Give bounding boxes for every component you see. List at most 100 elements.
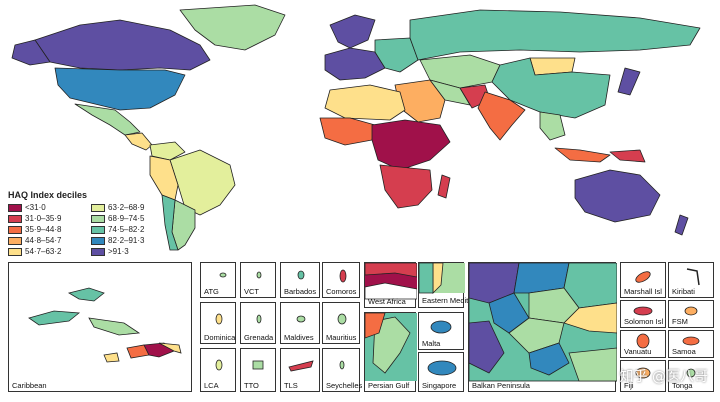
legend-label: 31·0–35·9 <box>25 214 62 223</box>
watermark: 知乎 @医八哥 <box>619 369 708 385</box>
inset-tls: TLS <box>280 348 320 392</box>
inset-label-samoa: Samoa <box>672 347 696 356</box>
inset-label-tonga: Tonga <box>672 381 693 390</box>
legend-label: >91·3 <box>108 247 129 256</box>
legend-item: <31·0 <box>8 203 85 212</box>
region-alaska <box>11 39 51 66</box>
inset-label-fiji: Fiji <box>624 381 634 390</box>
legend-item: 44·8–54·7 <box>8 236 85 245</box>
inset-grenada: Grenada <box>240 302 276 344</box>
region-chile <box>161 194 179 251</box>
region-usa <box>54 67 186 111</box>
legend-swatch <box>8 236 22 245</box>
region-china <box>491 57 611 119</box>
inset-vct: VCT <box>240 262 276 298</box>
region-west-africa <box>319 117 376 146</box>
inset-comoros: Comoros <box>322 262 360 298</box>
legend-swatch <box>91 203 105 212</box>
legend-label: 63·2–68·9 <box>108 203 145 212</box>
inset-label-seychelles: Seychelles <box>326 381 363 390</box>
legend-label: 74·5–82·2 <box>108 225 145 234</box>
legend-label: <31·0 <box>25 203 46 212</box>
inset-vanuatu: Vanuatu <box>620 330 666 358</box>
inset-label-dominica: Dominica <box>204 333 236 342</box>
inset-label-vct: VCT <box>244 287 259 296</box>
inset-lca: LCA <box>200 348 236 392</box>
inset-marshall: Marshall Isl <box>620 262 666 298</box>
region-russia <box>409 9 701 61</box>
world-map <box>11 4 701 251</box>
region-japan <box>617 67 641 96</box>
inset-label-singapore: Singapore <box>422 381 457 390</box>
inset-atg: ATG <box>200 262 236 298</box>
inset-label-balkan: Balkan Peninsula <box>472 381 530 390</box>
legend: HAQ Index deciles <31·0 63·2–68·9 31·0–35·… <box>8 190 168 256</box>
legend-item: 68·9–74·5 <box>91 214 168 223</box>
region-southeast-asia <box>539 111 566 141</box>
legend-swatch <box>8 214 22 223</box>
region-central-africa <box>371 119 451 171</box>
inset-label-solomon: Solomon Isl <box>624 317 664 326</box>
legend-grid: <31·0 63·2–68·9 31·0–35·9 68·9–74·5 35·9–44·… <box>8 203 168 256</box>
inset-tonga: Tonga <box>668 360 714 392</box>
inset-label-maldives: Maldives <box>284 333 314 342</box>
region-north-africa <box>324 84 406 121</box>
inset-fiji: Fiji <box>620 360 666 392</box>
region-india <box>477 91 526 141</box>
region-central-america <box>124 132 153 151</box>
region-png <box>609 149 646 163</box>
inset-label-grenada: Grenada <box>244 333 274 342</box>
legend-swatch <box>8 247 22 256</box>
inset-label-eastern-med: Eastern Mediterranean <box>422 296 499 305</box>
legend-label: 35·9–44·8 <box>25 225 62 234</box>
inset-label-vanuatu: Vanuatu <box>624 347 652 356</box>
inset-tto: TTO <box>240 348 276 392</box>
legend-label: 54·7–63·2 <box>25 247 62 256</box>
inset-eastern-med: Eastern Mediterranean <box>418 262 498 308</box>
caribbean-map <box>28 287 182 363</box>
legend-item: 82·2–91·3 <box>91 236 168 245</box>
inset-mauritius: Mauritius <box>322 302 360 344</box>
inset-balkan: Balkan Peninsula <box>468 262 617 392</box>
legend-item: 74·5–82·2 <box>91 225 168 234</box>
region-mexico <box>74 103 141 136</box>
legend-item: >91·3 <box>91 247 168 256</box>
inset-caribbean: Caribbean <box>8 262 192 392</box>
region-canada <box>34 19 211 71</box>
inset-label-kiribati: Kiribati <box>672 287 695 296</box>
inset-label-caribbean: Caribbean <box>12 381 47 390</box>
inset-label-malta: Malta <box>422 339 441 348</box>
inset-label-tto: TTO <box>244 381 259 390</box>
region-brazil <box>169 149 236 216</box>
inset-solomon: Solomon Isl <box>620 300 666 328</box>
region-venezuela <box>149 141 186 161</box>
inset-label-mauritius: Mauritius <box>326 333 357 342</box>
inset-label-persian-gulf: Persian Gulf <box>368 381 410 390</box>
legend-label: 68·9–74·5 <box>108 214 145 223</box>
inset-malta: Malta <box>418 312 464 350</box>
legend-item: 63·2–68·9 <box>91 203 168 212</box>
inset-label-barbados: Barbados <box>284 287 317 296</box>
inset-label-lca: LCA <box>204 381 219 390</box>
region-greenland <box>179 4 286 51</box>
legend-item: 35·9–44·8 <box>8 225 85 234</box>
inset-maldives: Maldives <box>280 302 320 344</box>
region-new-zealand <box>674 214 689 236</box>
inset-fsm: FSM <box>668 300 714 328</box>
region-western-europe <box>324 47 386 81</box>
inset-kiribati: Kiribati <box>668 262 714 298</box>
inset-samoa: Samoa <box>668 330 714 358</box>
region-indonesia <box>554 147 611 163</box>
legend-swatch <box>91 236 105 245</box>
inset-label-tls: TLS <box>284 381 298 390</box>
inset-label-atg: ATG <box>204 287 219 296</box>
legend-item: 54·7–63·2 <box>8 247 85 256</box>
inset-dominica: Dominica <box>200 302 236 344</box>
legend-label: 44·8–54·7 <box>25 236 62 245</box>
legend-item: 31·0–35·9 <box>8 214 85 223</box>
legend-label: 82·2–91·3 <box>108 236 145 245</box>
legend-swatch <box>91 225 105 234</box>
legend-title: HAQ Index deciles <box>8 190 88 200</box>
legend-swatch <box>8 203 22 212</box>
inset-seychelles: Seychelles <box>322 348 363 392</box>
